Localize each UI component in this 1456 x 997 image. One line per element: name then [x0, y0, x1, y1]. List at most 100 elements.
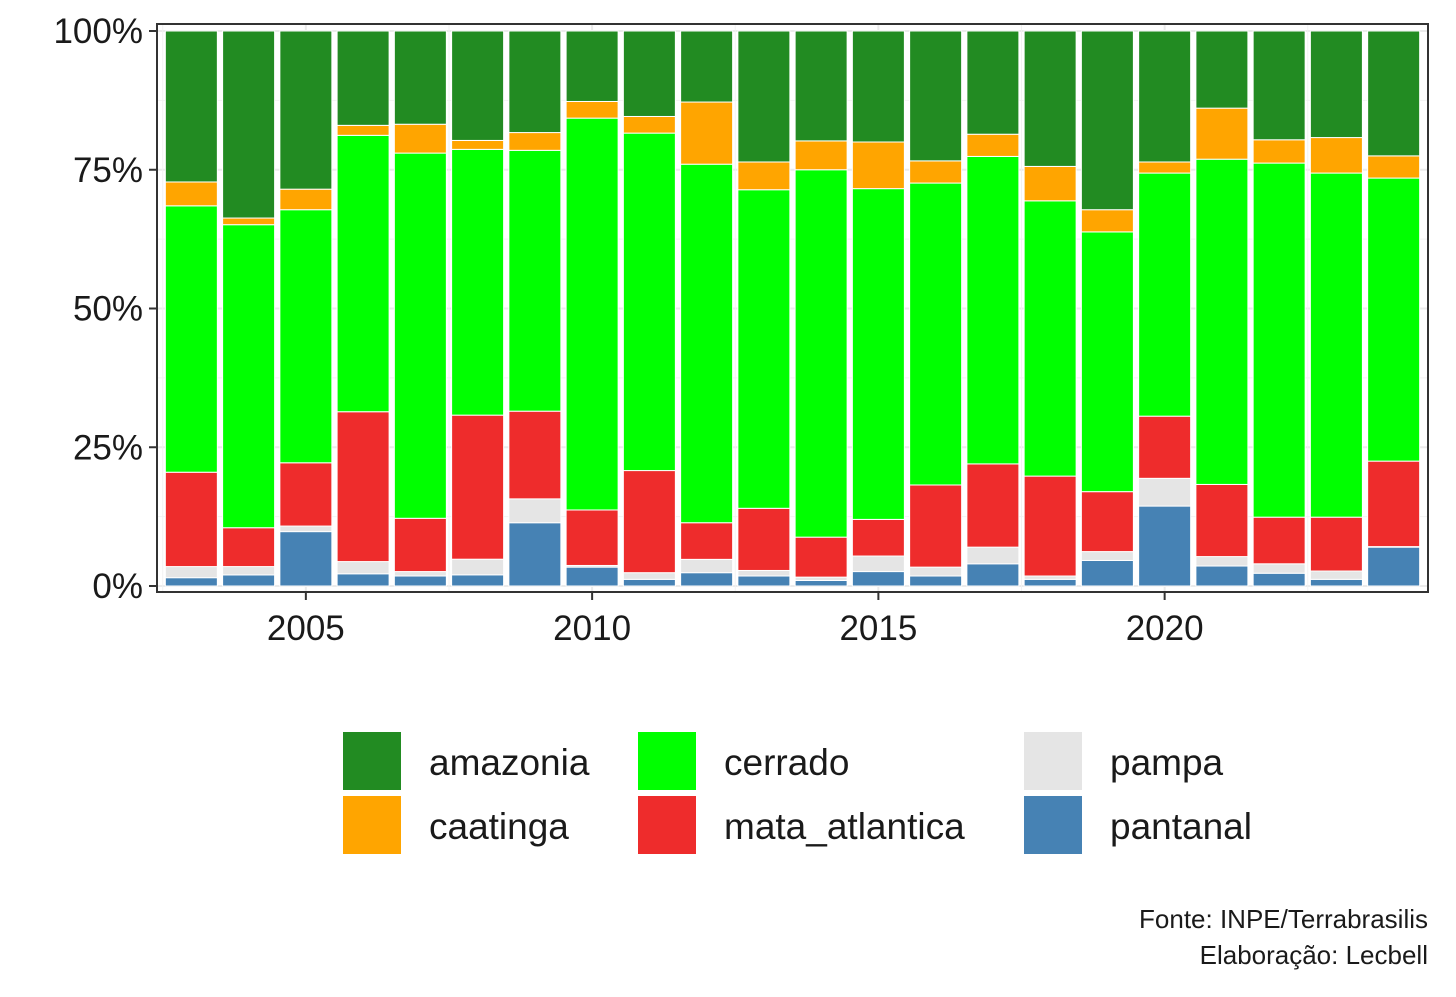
- bar-segment-pantanal-2010: [565, 566, 619, 587]
- bar-segment-mata_atlantica-2003: [164, 471, 218, 568]
- x-tick-label: 2020: [1126, 609, 1204, 648]
- bar-segment-caatinga-2008: [451, 139, 505, 150]
- bar-segment-pantanal-2018: [1023, 578, 1077, 587]
- bar-segment-pantanal-2023: [1309, 578, 1363, 587]
- bar-segment-amazonia-2020: [1138, 30, 1192, 163]
- bar-segment-pantanal-2017: [966, 563, 1020, 587]
- bar-segment-pampa-2009: [508, 498, 562, 524]
- bar-segment-pampa-2012: [680, 558, 734, 574]
- legend-label-caatinga: caatinga: [429, 806, 569, 847]
- bar-segment-cerrado-2007: [393, 152, 447, 519]
- bar-segment-pampa-2011: [622, 572, 676, 580]
- bar-segment-mata_atlantica-2008: [451, 414, 505, 560]
- legend-key-amazonia: [343, 732, 401, 790]
- bar-segment-pantanal-2005: [279, 531, 333, 587]
- bar-segment-pampa-2003: [164, 566, 218, 579]
- bar-segment-pantanal-2015: [851, 571, 905, 587]
- legend-label-amazonia: amazonia: [429, 742, 590, 783]
- bar-segment-amazonia-2011: [622, 30, 676, 117]
- bar-segment-mata_atlantica-2023: [1309, 516, 1363, 572]
- bar-segment-amazonia-2022: [1252, 30, 1306, 141]
- bar-segment-pantanal-2008: [451, 574, 505, 587]
- y-tick-label: 25%: [73, 428, 143, 467]
- bar-segment-cerrado-2004: [222, 224, 276, 529]
- bar-segment-caatinga-2004: [222, 217, 276, 226]
- bar-segment-pantanal-2022: [1252, 572, 1306, 587]
- bar-segment-amazonia-2019: [1080, 30, 1134, 211]
- bar-segment-amazonia-2021: [1195, 30, 1249, 109]
- bar-segment-cerrado-2012: [680, 163, 734, 524]
- bar-segment-pantanal-2021: [1195, 565, 1249, 587]
- bar-segment-cerrado-2024: [1367, 177, 1421, 462]
- bar-segment-pampa-2023: [1309, 570, 1363, 580]
- bar-segment-pantanal-2004: [222, 574, 276, 587]
- bar-segment-pantanal-2012: [680, 572, 734, 587]
- bar-segment-cerrado-2013: [737, 189, 791, 509]
- bar-segment-mata_atlantica-2016: [909, 484, 963, 568]
- bar-segment-caatinga-2024: [1367, 155, 1421, 179]
- bar-segment-pampa-2013: [737, 569, 791, 577]
- axes: 0% 25% 50% 75% 100% 2005 2010 2015 2020: [53, 12, 1203, 648]
- bar-segment-caatinga-2023: [1309, 137, 1363, 174]
- legend-key-mata_atlantica: [638, 796, 696, 854]
- bar-segment-cerrado-2003: [164, 205, 218, 473]
- bar-segment-cerrado-2018: [1023, 200, 1077, 477]
- legend-key-pantanal: [1024, 796, 1082, 854]
- bar-segment-cerrado-2023: [1309, 172, 1363, 518]
- bar-segment-amazonia-2012: [680, 30, 734, 103]
- bar-stacks: [164, 30, 1421, 587]
- bar-segment-pampa-2019: [1080, 551, 1134, 561]
- legend-key-cerrado: [638, 732, 696, 790]
- bar-segment-amazonia-2014: [794, 30, 848, 142]
- bar-segment-amazonia-2024: [1367, 30, 1421, 157]
- bar-segment-pampa-2022: [1252, 563, 1306, 574]
- bar-segment-cerrado-2020: [1138, 172, 1192, 417]
- legend-label-cerrado: cerrado: [724, 742, 849, 783]
- bar-segment-mata_atlantica-2018: [1023, 475, 1077, 577]
- bar-segment-mata_atlantica-2010: [565, 509, 619, 566]
- bar-segment-pantanal-2003: [164, 577, 218, 587]
- legend-label-pantanal: pantanal: [1110, 806, 1252, 847]
- caption-author: Elaboração: Lecbell: [1199, 940, 1428, 970]
- bar-segment-pampa-2005: [279, 525, 333, 533]
- bar-segment-cerrado-2009: [508, 149, 562, 412]
- bar-segment-caatinga-2017: [966, 133, 1020, 157]
- bar-segment-pantanal-2014: [794, 579, 848, 587]
- bar-segment-cerrado-2019: [1080, 231, 1134, 493]
- bar-segment-pampa-2008: [451, 558, 505, 576]
- bar-segment-caatinga-2022: [1252, 139, 1306, 164]
- bar-segment-mata_atlantica-2020: [1138, 415, 1192, 479]
- bar-segment-pantanal-2009: [508, 522, 562, 587]
- bar-segment-pantanal-2007: [393, 575, 447, 587]
- bar-segment-amazonia-2007: [393, 30, 447, 125]
- legend-key-pampa: [1024, 732, 1082, 790]
- bar-segment-pantanal-2016: [909, 575, 963, 587]
- bar-segment-amazonia-2016: [909, 30, 963, 162]
- bar-segment-pantanal-2011: [622, 578, 676, 587]
- bar-segment-pampa-2021: [1195, 556, 1249, 567]
- y-tick-label: 50%: [73, 290, 143, 329]
- legend-key-caatinga: [343, 796, 401, 854]
- bar-segment-mata_atlantica-2007: [393, 517, 447, 573]
- bar-segment-mata_atlantica-2019: [1080, 491, 1134, 553]
- bar-segment-mata_atlantica-2005: [279, 462, 333, 527]
- bar-segment-amazonia-2013: [737, 30, 791, 163]
- bar-segment-caatinga-2010: [565, 100, 619, 119]
- bar-segment-mata_atlantica-2022: [1252, 516, 1306, 565]
- bar-segment-cerrado-2021: [1195, 158, 1249, 485]
- bar-segment-mata_atlantica-2017: [966, 463, 1020, 548]
- bar-segment-cerrado-2022: [1252, 162, 1306, 518]
- bar-segment-caatinga-2007: [393, 123, 447, 154]
- x-tick-label: 2010: [553, 609, 631, 648]
- bar-segment-caatinga-2015: [851, 141, 905, 190]
- bar-segment-cerrado-2008: [451, 148, 505, 416]
- x-tick-label: 2015: [839, 609, 917, 648]
- bar-segment-caatinga-2009: [508, 132, 562, 151]
- bar-segment-cerrado-2010: [565, 117, 619, 511]
- bar-segment-cerrado-2006: [336, 134, 390, 413]
- bar-segment-cerrado-2014: [794, 169, 848, 538]
- bar-segment-mata_atlantica-2009: [508, 410, 562, 500]
- bar-segment-pantanal-2006: [336, 573, 390, 587]
- legend-label-mata_atlantica: mata_atlantica: [724, 806, 965, 847]
- bar-segment-caatinga-2014: [794, 140, 848, 171]
